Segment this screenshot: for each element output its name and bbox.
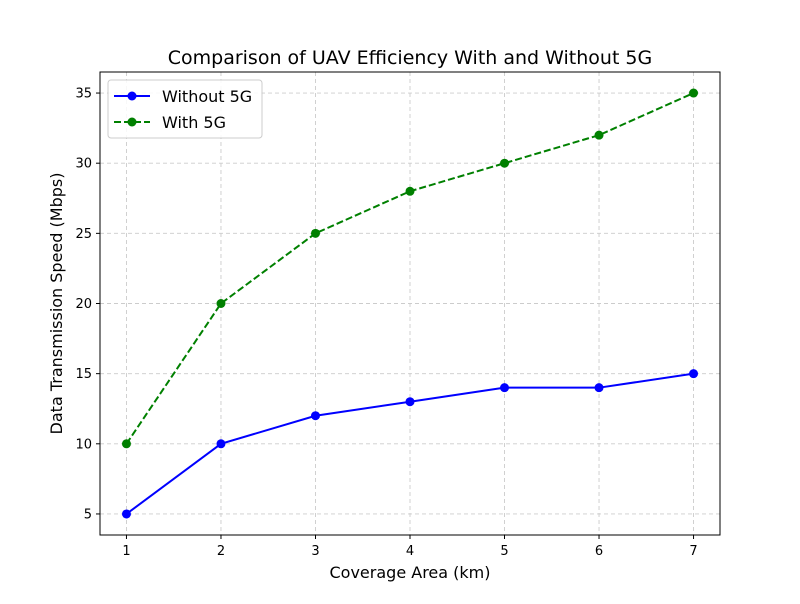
legend-label-with-5g: With 5G (162, 113, 226, 132)
x-tick-label: 3 (311, 544, 319, 559)
data-point-with-5g (216, 299, 226, 308)
legend-marker-with-5g (127, 117, 137, 127)
data-point-with-5g (121, 439, 131, 449)
x-tick-label: 6 (595, 544, 603, 559)
data-point-without-5g (689, 369, 699, 379)
y-tick-label: 15 (75, 367, 92, 382)
y-tick-label: 25 (75, 227, 92, 242)
x-tick-label: 1 (122, 544, 130, 559)
data-point-without-5g (216, 439, 226, 449)
data-point-without-5g (310, 411, 320, 421)
x-axis-ticks: 1 2 3 4 5 6 7 (122, 535, 698, 559)
data-point-with-5g (310, 228, 320, 238)
data-point-without-5g (121, 509, 131, 519)
y-tick-label: 5 (84, 507, 92, 522)
chart-title: Comparison of UAV Efficiency With and Wi… (168, 47, 653, 69)
legend-marker-without-5g (127, 91, 137, 101)
data-point-with-5g (689, 88, 699, 98)
x-tick-label: 5 (500, 544, 508, 559)
y-axis-ticks: 5 10 15 20 25 30 35 (75, 87, 100, 522)
y-tick-label: 10 (75, 437, 92, 452)
x-axis-label: Coverage Area (km) (330, 563, 491, 582)
data-point-without-5g (500, 383, 510, 393)
data-point-with-5g (405, 186, 415, 196)
data-point-with-5g (500, 158, 510, 168)
data-point-without-5g (405, 397, 415, 407)
y-tick-label: 30 (75, 157, 92, 172)
x-tick-label: 7 (689, 544, 697, 559)
x-tick-label: 4 (406, 544, 414, 559)
legend-label-without-5g: Without 5G (162, 87, 252, 106)
y-tick-label: 20 (75, 297, 92, 312)
y-tick-label: 35 (75, 87, 92, 102)
legend: Without 5G With 5G (107, 79, 263, 139)
y-axis-label: Data Transmission Speed (Mbps) (47, 173, 66, 435)
data-point-with-5g (594, 130, 604, 140)
x-tick-label: 2 (217, 544, 225, 559)
series-layer (121, 88, 699, 519)
data-point-without-5g (594, 383, 604, 393)
legend-box (107, 79, 263, 139)
